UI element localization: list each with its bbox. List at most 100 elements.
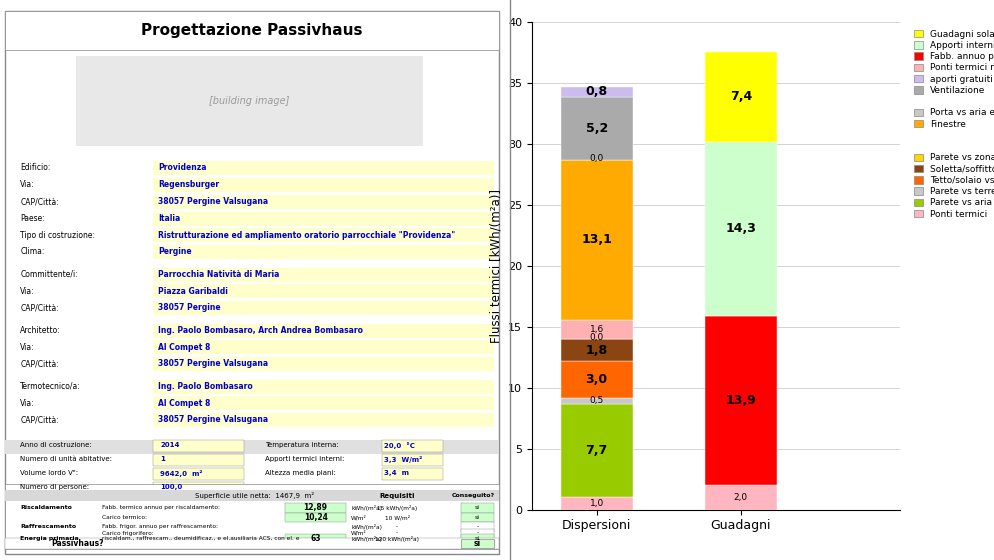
Y-axis label: Flussi termici [kWh/(m²a)]: Flussi termici [kWh/(m²a)] [489,189,502,343]
FancyBboxPatch shape [153,178,494,192]
Text: Conseguito?: Conseguito? [452,493,495,498]
Text: 5,2: 5,2 [585,122,607,135]
Text: Altezza media piani:: Altezza media piani: [264,470,336,476]
Text: 12,89: 12,89 [303,503,328,512]
Text: 1: 1 [160,456,165,462]
Text: 1,0: 1,0 [589,499,603,508]
FancyBboxPatch shape [461,503,494,513]
Text: si: si [475,506,480,510]
FancyBboxPatch shape [382,468,443,480]
Text: Via:: Via: [20,180,35,189]
Text: Apporti termici interni:: Apporti termici interni: [264,456,344,462]
Text: W/m²: W/m² [351,515,367,520]
Text: 0,8: 0,8 [585,85,607,99]
Text: Italia: Italia [158,214,180,223]
Text: CAP/Città:: CAP/Città: [20,304,59,312]
FancyBboxPatch shape [153,340,494,354]
FancyBboxPatch shape [153,440,245,452]
Text: 7,4: 7,4 [730,90,752,103]
FancyBboxPatch shape [461,539,494,548]
Text: 38057 Pergine Valsugana: 38057 Pergine Valsugana [158,416,268,424]
FancyBboxPatch shape [153,245,494,259]
Text: 2,0: 2,0 [734,493,747,502]
Text: Al Compet 8: Al Compet 8 [158,343,210,352]
FancyBboxPatch shape [153,212,494,226]
Text: 3,3  W/m²: 3,3 W/m² [385,456,422,463]
FancyBboxPatch shape [153,413,494,427]
Text: Committente/i:: Committente/i: [20,270,79,279]
Text: Temperatura interna:: Temperatura interna: [264,442,339,448]
Text: Edificio:: Edificio: [20,164,51,172]
Text: kWh/(m²a): kWh/(m²a) [351,505,383,511]
FancyBboxPatch shape [5,484,499,549]
Bar [561,97,633,160]
FancyBboxPatch shape [153,228,494,242]
FancyBboxPatch shape [5,490,499,501]
Text: Numero di persone:: Numero di persone: [20,484,89,490]
Text: 13,9: 13,9 [726,394,756,407]
Text: Clima:: Clima: [20,248,45,256]
FancyBboxPatch shape [5,440,499,454]
FancyBboxPatch shape [153,195,494,209]
Text: Via:: Via: [20,287,35,296]
FancyBboxPatch shape [153,482,245,494]
FancyBboxPatch shape [5,11,499,554]
Text: Providenza: Providenza [158,164,207,172]
Legend: Guadagni solari passivi, Apporti interni, Fabb. annuo per risc., Ponti termici n: Guadagni solari passivi, Apporti interni… [911,27,994,221]
Text: CAP/Città:: CAP/Città: [20,360,59,368]
FancyBboxPatch shape [153,396,494,410]
FancyBboxPatch shape [77,56,422,146]
Text: 14,3: 14,3 [726,222,756,235]
Text: si: si [474,539,481,548]
Text: 38057 Pergine Valsugana: 38057 Pergine Valsugana [158,360,268,368]
Text: CAP/Città:: CAP/Città: [20,197,59,206]
Text: -: - [396,531,399,535]
Bar [705,316,777,485]
Text: 10 W/m²: 10 W/m² [385,515,410,520]
Text: Progettazione Passivhaus: Progettazione Passivhaus [141,24,363,38]
Bar [561,361,633,398]
Text: Volume lordo Vᵉ:: Volume lordo Vᵉ: [20,470,79,476]
FancyBboxPatch shape [461,534,494,544]
Text: riscaldam., raffrescam., deumidificaz., e el.ausiliaria ACS, con el. e: riscaldam., raffrescam., deumidificaz., … [101,536,299,541]
Text: Ristrutturazione ed ampliamento oratorio parrocchiale "Providenza": Ristrutturazione ed ampliamento oratorio… [158,231,455,240]
Text: -: - [476,525,479,529]
Text: si: si [475,536,480,541]
Bar [561,404,633,497]
FancyBboxPatch shape [153,324,494,338]
FancyBboxPatch shape [153,268,494,282]
FancyBboxPatch shape [153,357,494,371]
Text: 3,4  m: 3,4 m [385,470,410,476]
Text: kWh/(m²a): kWh/(m²a) [351,524,383,530]
Text: Fabb. frigor. annuo per raffrescamento:: Fabb. frigor. annuo per raffrescamento: [101,525,218,529]
Text: Carico frigorifero:: Carico frigorifero: [101,531,154,535]
Text: 1,6: 1,6 [589,325,603,334]
Bar [561,497,633,510]
Text: 63: 63 [310,534,321,543]
FancyBboxPatch shape [285,513,346,522]
Text: Anno di costruzione:: Anno di costruzione: [20,442,92,448]
Text: kWh/(m²a): kWh/(m²a) [351,536,383,542]
FancyBboxPatch shape [461,522,494,532]
FancyBboxPatch shape [5,11,499,50]
Bar [561,398,633,404]
Text: -: - [476,531,479,535]
Text: [building image]: [building image] [210,96,289,106]
Bar [561,87,633,97]
FancyBboxPatch shape [461,513,494,522]
Bar [561,320,633,339]
Text: Ing. Paolo Bombasaro, Arch Andrea Bombasaro: Ing. Paolo Bombasaro, Arch Andrea Bombas… [158,326,363,335]
Text: Numero di unità abitative:: Numero di unità abitative: [20,456,112,462]
Text: CAP/Città:: CAP/Città: [20,416,59,424]
FancyBboxPatch shape [382,454,443,466]
Text: Ing. Paolo Bombasaro: Ing. Paolo Bombasaro [158,382,252,391]
FancyBboxPatch shape [153,301,494,315]
Text: Raffrescamento: Raffrescamento [20,525,77,529]
Text: 13,1: 13,1 [581,234,612,246]
Text: Superficie utile netta:  1467,9  m²: Superficie utile netta: 1467,9 m² [195,492,314,499]
Text: 3,0: 3,0 [585,373,607,386]
Text: -: - [396,525,399,529]
Text: 1,8: 1,8 [585,343,607,357]
Text: Piazza Garibaldi: Piazza Garibaldi [158,287,228,296]
Text: 38057 Pergine: 38057 Pergine [158,304,221,312]
